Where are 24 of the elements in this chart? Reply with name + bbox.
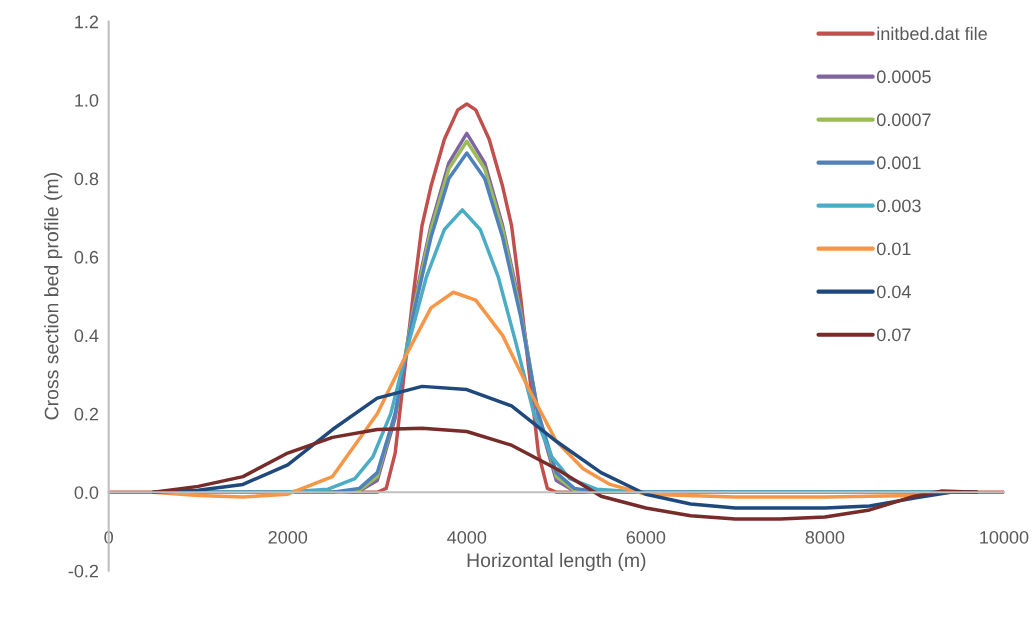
x-tick-label: 6000 — [626, 530, 666, 544]
y-tick-label: 1.0 — [75, 93, 99, 107]
legend-label: 0.0007 — [876, 113, 931, 127]
legend-label: 0.001 — [876, 156, 921, 170]
line-series — [151, 426, 979, 521]
y-axis-title: Cross section bed profile (m) — [44, 173, 63, 420]
x-tick-label: 10000 — [980, 530, 1029, 544]
y-tick-label: 1.2 — [75, 15, 99, 29]
x-tick-label: 4000 — [447, 530, 487, 544]
y-tick-label: 0.2 — [74, 407, 99, 421]
x-tick-label: 8000 — [805, 530, 845, 544]
y-tick-label: 0.8 — [74, 172, 99, 186]
legend-label: 0.04 — [876, 285, 911, 299]
legend-label: initbed.dat file — [877, 26, 987, 41]
y-tick-label: -0.2 — [68, 564, 99, 578]
y-tick-label: 0.0 — [74, 486, 99, 499]
y-tick-label: 0.6 — [74, 250, 99, 264]
legend-label: 0.01 — [876, 242, 911, 256]
legend-label: 0.07 — [876, 328, 911, 342]
x-axis-title: Horizontal length (m) — [467, 552, 646, 571]
legend-label: 0.003 — [876, 199, 921, 213]
legend-label: 0.0005 — [876, 70, 931, 84]
x-tick-label: 2000 — [268, 530, 308, 544]
y-tick-label: 0.4 — [74, 329, 99, 343]
